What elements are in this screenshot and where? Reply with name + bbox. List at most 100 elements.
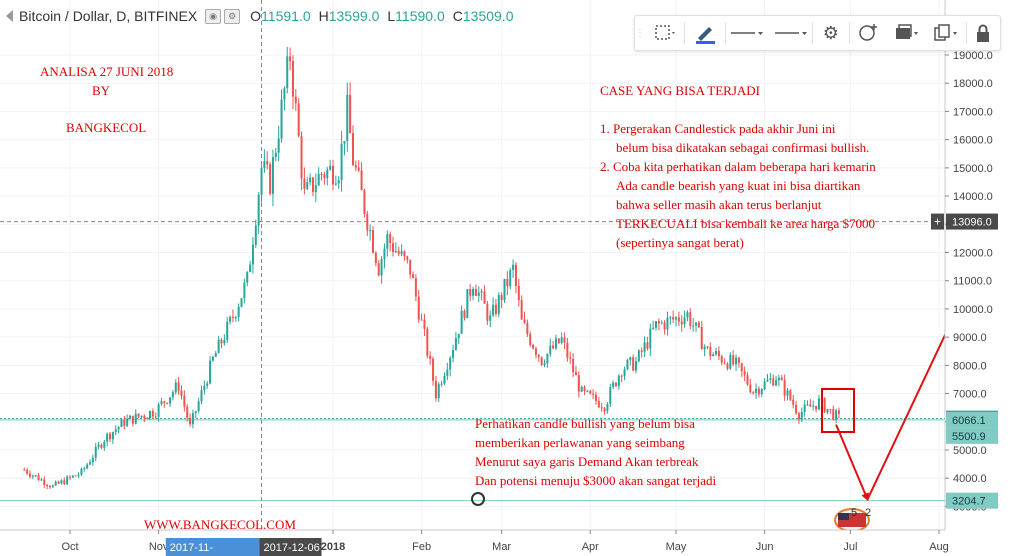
candle-body [223, 340, 226, 344]
candle-body [229, 316, 232, 322]
candle-body [357, 167, 360, 171]
candle-body [397, 250, 400, 254]
grid [0, 0, 945, 530]
candle-body [246, 272, 249, 283]
settings-icon[interactable]: ⚙ [224, 8, 241, 24]
candle-body [337, 180, 340, 184]
header-mini-icons: ◉ ⚙ [205, 8, 241, 24]
template-icon[interactable] [887, 16, 926, 50]
candle-body [743, 371, 746, 376]
price-axis[interactable]: 19000.0 18000.0 17000.0 16000.0 15000.0 14000… [931, 0, 1011, 556]
candle-body [603, 408, 606, 412]
time-tick-label: Apr [582, 541, 599, 553]
price-tick-label: 18000.0 [953, 78, 993, 90]
price-marker-label: 13096.0 [952, 217, 992, 229]
alert-clone-icon[interactable] [850, 16, 887, 50]
candle-body [680, 321, 683, 325]
high-value: 13599.0 [328, 8, 380, 24]
candle-body [829, 409, 832, 411]
candle-body [837, 410, 840, 414]
candle-body [797, 413, 800, 420]
candle-body [512, 264, 515, 271]
time-axis[interactable]: Oct Nov 2018 Feb Mar Apr May Jun Jul Aug 2017-11- 2… [0, 529, 949, 556]
candle-body [97, 444, 100, 447]
candle-body [320, 173, 323, 175]
bottom-line: Menurut saya garis Demand Akan terbreak [475, 454, 699, 469]
candle-body [735, 357, 738, 365]
candles [23, 46, 840, 490]
candle-body [129, 415, 132, 419]
candle-body [191, 413, 194, 425]
candle-body [549, 345, 552, 354]
candle-body [769, 378, 772, 380]
candle-body [326, 169, 329, 179]
candle-body [51, 485, 54, 488]
candle-body [597, 400, 600, 408]
symbol-title[interactable]: Bitcoin / Dollar, D, BITFINEX [19, 8, 198, 24]
line-style-icon[interactable] [726, 16, 769, 50]
candle-body [234, 317, 237, 319]
candle-body [763, 381, 766, 390]
candle-body [194, 411, 197, 414]
candle-body [506, 278, 509, 287]
time-range-end-bg [259, 538, 322, 556]
eye-icon[interactable]: ◉ [205, 8, 222, 24]
candle-body [57, 481, 60, 484]
candle-body [666, 317, 669, 330]
candle-body [140, 415, 143, 417]
lock-icon[interactable] [967, 16, 1000, 50]
collapse-icon[interactable] [6, 10, 13, 22]
candle-body [726, 363, 729, 369]
candle-body [363, 190, 366, 214]
candle-body [663, 322, 666, 330]
case-title: CASE YANG BISA TERJADI [600, 83, 760, 98]
candle-body [303, 178, 306, 190]
gear-icon[interactable]: ⚙ [822, 22, 839, 43]
candle-body [189, 417, 192, 425]
candle-body [717, 351, 720, 357]
candle-body [594, 394, 597, 401]
candle-body [557, 338, 560, 344]
candle-body [786, 390, 789, 396]
copy-icon[interactable] [926, 16, 965, 50]
candle-body [297, 103, 300, 137]
candle-body [291, 61, 294, 97]
candle-body [823, 398, 826, 413]
pencil-icon[interactable] [685, 16, 724, 50]
candle-body [163, 401, 166, 403]
candle-body [220, 339, 223, 344]
candle-body [77, 474, 80, 476]
candle-body [554, 338, 557, 349]
candle-body [643, 342, 646, 352]
candle-body [480, 291, 483, 293]
candle-body [311, 177, 314, 193]
candle-body [629, 357, 632, 361]
candle-body [123, 419, 126, 426]
candle-body [251, 244, 254, 265]
candle-body [426, 328, 429, 356]
candle-body [377, 263, 380, 276]
candle-body [772, 378, 775, 386]
line-width-icon[interactable] [769, 16, 812, 50]
candle-body [331, 165, 334, 185]
candle-body [446, 369, 449, 376]
candle-body [414, 278, 417, 297]
select-icon[interactable] [645, 16, 684, 50]
candle-body [134, 413, 137, 424]
flag-badge-right: 2 [865, 507, 871, 519]
candle-body [689, 312, 692, 327]
candle-body [737, 357, 740, 364]
candle-body [412, 274, 415, 279]
candle-body [351, 133, 354, 166]
case-line: belum bisa dikatakan sebagai confirmasi … [616, 140, 869, 155]
candle-body [392, 243, 395, 253]
candle-body [812, 405, 815, 407]
candle-body [749, 384, 752, 393]
time-range-start-bg [165, 538, 260, 556]
candle-body [469, 289, 472, 296]
drag-handle-icon[interactable]: ⋮ [635, 27, 645, 39]
candle-body [463, 310, 466, 319]
candle-body [154, 416, 157, 418]
candle-body [563, 337, 566, 343]
